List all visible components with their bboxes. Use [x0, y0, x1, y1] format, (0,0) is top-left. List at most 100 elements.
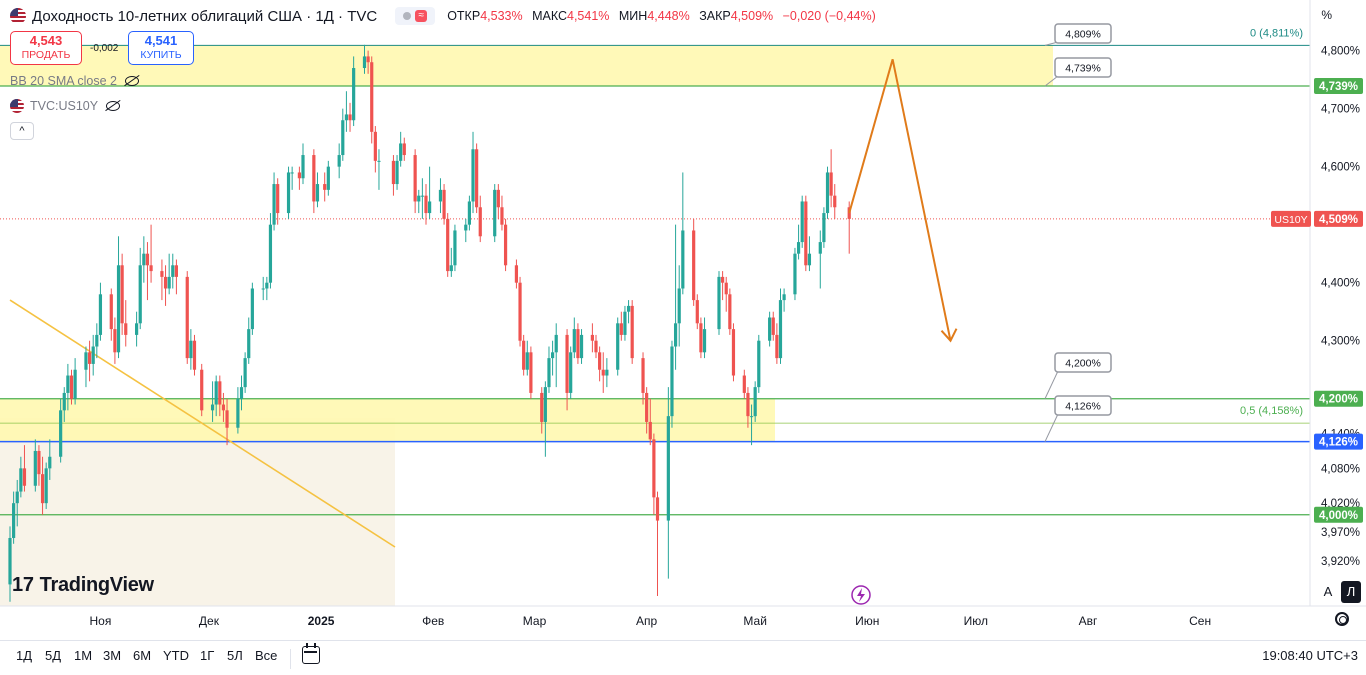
high-value: 4,541%	[567, 9, 610, 23]
candle-body	[420, 195, 424, 197]
candle-body	[565, 334, 569, 393]
candle-body	[261, 288, 265, 290]
candle-body	[471, 149, 475, 202]
candle-body	[619, 323, 623, 335]
candle	[160, 259, 164, 301]
candle-body	[366, 56, 370, 63]
compare-symbol-legend[interactable]: TVC:US10Y	[10, 99, 121, 113]
candle	[681, 172, 685, 295]
candle	[276, 178, 280, 225]
candle	[286, 166, 291, 219]
range-6m-button[interactable]: 6М	[133, 648, 152, 663]
candle-body	[804, 201, 808, 266]
candle	[804, 195, 808, 272]
candle	[645, 387, 649, 434]
candle	[171, 253, 175, 289]
candle-body	[145, 253, 150, 266]
chart-area[interactable]: 0 (4,811%) 0,5 (4,158%) 4,809% 4,739% 4,200%…	[0, 0, 1366, 640]
range-ytd-button[interactable]: YTD	[163, 648, 189, 663]
range-3m-button[interactable]: 3М	[103, 648, 122, 663]
candle	[619, 311, 623, 341]
candle	[362, 44, 367, 74]
hidden-eye-icon[interactable]	[106, 101, 121, 111]
candle-body	[721, 276, 725, 283]
callout-box	[1054, 395, 1112, 416]
candle	[366, 50, 370, 74]
candle-body	[59, 410, 63, 457]
projection-arrowhead	[940, 328, 958, 343]
candle	[652, 433, 656, 515]
candle	[554, 323, 558, 388]
candle-body	[782, 294, 786, 301]
candle	[453, 224, 457, 272]
collapse-legend-button[interactable]: ^	[10, 122, 34, 140]
level-tag-bg	[1314, 390, 1363, 407]
candle-body	[572, 329, 576, 353]
candle	[728, 288, 732, 335]
candle	[124, 300, 128, 347]
candle-body	[746, 392, 750, 417]
candle-body	[453, 230, 457, 266]
candle	[565, 329, 569, 411]
candle-body	[48, 456, 52, 469]
candle-body	[124, 323, 128, 335]
candle	[768, 311, 772, 347]
symbol-legend: Доходность 10-летних облигаций США · 1Д …	[10, 7, 876, 25]
log-scale-button[interactable]: Л	[1341, 581, 1361, 603]
range-all-button[interactable]: Все	[255, 648, 278, 663]
auto-scale-button[interactable]: A	[1323, 584, 1333, 599]
approx-icon: ≈	[415, 10, 428, 22]
candle-body	[576, 329, 580, 359]
range-5d-button[interactable]: 5Д	[45, 648, 62, 663]
projection-path	[848, 59, 952, 341]
candle	[138, 247, 142, 330]
bb-indicator-legend[interactable]: BB 20 SMA close 2	[10, 74, 140, 88]
candle	[496, 184, 500, 219]
candle-body	[22, 468, 27, 486]
candle	[825, 166, 830, 219]
candle-body	[218, 381, 222, 405]
range-1m-button[interactable]: 1М	[74, 648, 93, 663]
symbol-title[interactable]: Доходность 10-летних облигаций США · 1Д …	[32, 7, 378, 25]
candle-body	[829, 172, 833, 196]
price-tick-label: 4,400%	[1321, 278, 1360, 290]
candle	[677, 265, 681, 347]
candle-body	[702, 329, 707, 353]
candle-body	[749, 416, 754, 418]
candle	[247, 317, 251, 364]
candle	[69, 369, 74, 405]
candle-body	[547, 358, 551, 388]
status-badge[interactable]: ≈	[395, 7, 436, 25]
price-unit-label[interactable]: %	[1321, 8, 1332, 22]
buy-button[interactable]: 4,541 КУПИТЬ	[128, 31, 194, 65]
candle-body	[807, 253, 812, 266]
candle	[503, 218, 508, 272]
calendar-icon[interactable]	[302, 643, 320, 664]
candle-body	[478, 207, 482, 237]
candle-body	[171, 265, 175, 277]
tradingview-logo[interactable]: 17 TradingView	[12, 574, 154, 597]
candle	[550, 340, 555, 376]
price-tick-label: 4,800%	[1321, 46, 1360, 58]
candle	[616, 317, 620, 376]
candle	[149, 224, 153, 283]
candle-body	[377, 160, 381, 162]
candle	[15, 479, 19, 527]
price-level-tag: 4,126%	[1314, 433, 1363, 450]
candle	[478, 195, 482, 243]
price-chart[interactable]: 0 (4,811%) 0,5 (4,158%) 4,809% 4,739% 4,200%…	[0, 0, 1366, 640]
range-5y-button[interactable]: 5Л	[227, 648, 243, 663]
clock-readout[interactable]: 19:08:40 UTC+3	[1262, 648, 1358, 663]
range-1y-button[interactable]: 1Г	[200, 648, 215, 663]
sell-button[interactable]: 4,543 ПРОДАТЬ	[10, 31, 82, 65]
candle-body	[822, 213, 826, 243]
level-tag-text: 4,739%	[1319, 81, 1358, 93]
range-1d-button[interactable]: 1Д	[16, 648, 33, 663]
candle-body	[221, 404, 226, 411]
settings-gear-icon[interactable]	[1335, 612, 1349, 626]
hidden-eye-icon[interactable]	[125, 76, 140, 86]
candle	[833, 184, 837, 219]
price-callout: 4,739%	[1044, 57, 1112, 87]
candle-body	[742, 375, 746, 393]
time-tick-label: Июл	[964, 614, 988, 628]
